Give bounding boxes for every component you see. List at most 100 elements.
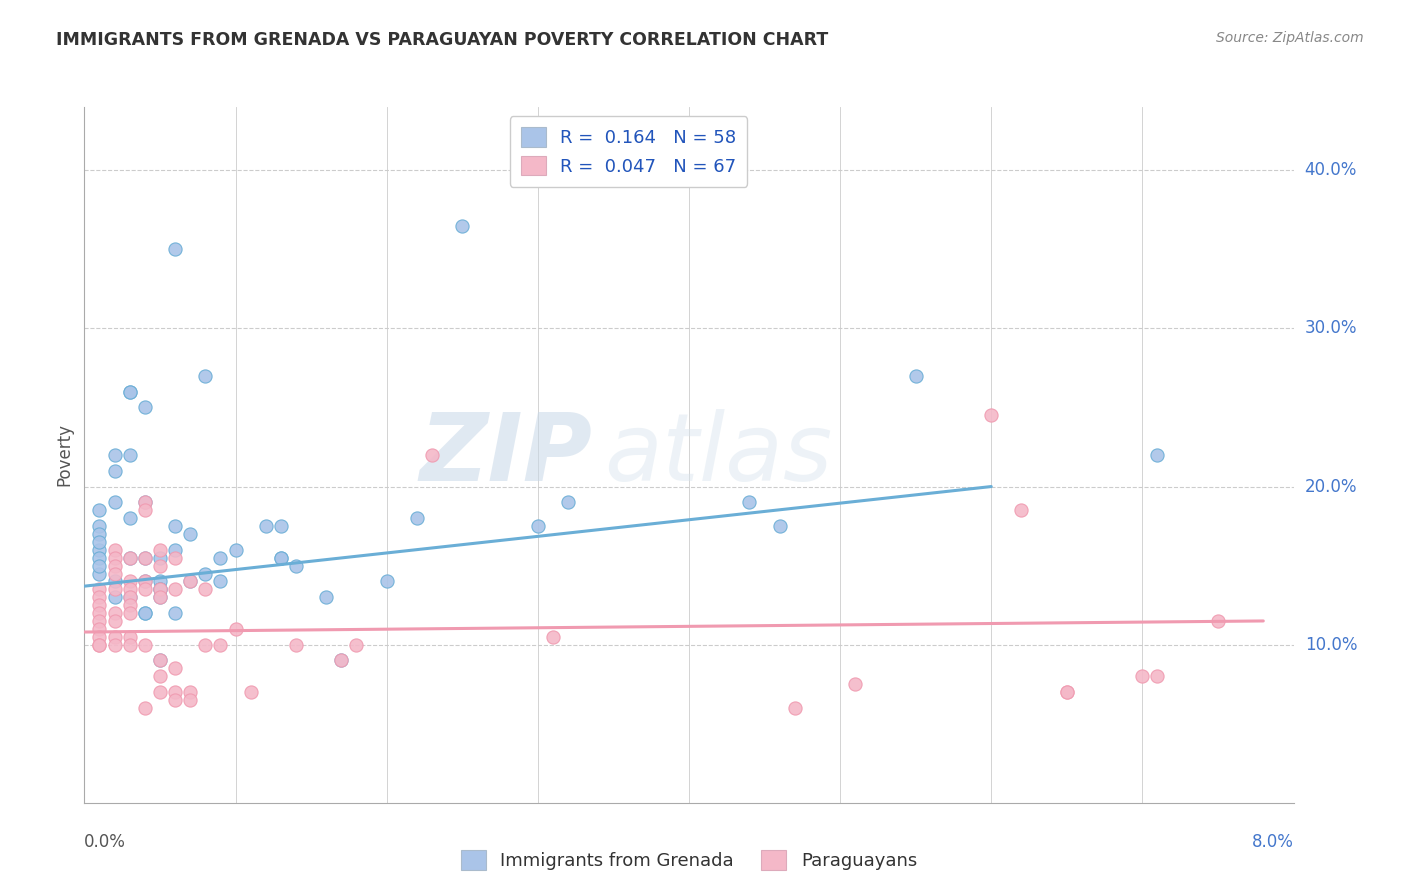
Point [118,606,141,620]
Point [738,495,761,509]
Point [134,606,156,620]
Text: 8.0%: 8.0% [1251,833,1294,851]
Point [1011,503,1033,517]
Point [118,448,141,462]
Point [89,527,111,541]
Point [1146,448,1168,462]
Point [194,566,217,581]
Text: ZIP: ZIP [419,409,592,501]
Point [541,630,564,644]
Point [1146,669,1168,683]
Point [149,653,172,667]
Point [134,550,156,565]
Text: 20.0%: 20.0% [1305,477,1357,496]
Y-axis label: Poverty: Poverty [55,424,73,486]
Point [104,638,127,652]
Point [165,685,187,699]
Point [557,495,579,509]
Point [270,550,292,565]
Point [118,591,141,605]
Point [118,591,141,605]
Point [239,685,262,699]
Point [346,638,368,652]
Text: 30.0%: 30.0% [1305,319,1357,337]
Point [89,519,111,533]
Point [89,630,111,644]
Point [104,614,127,628]
Point [134,495,156,509]
Point [104,574,127,589]
Point [89,582,111,597]
Point [194,582,217,597]
Point [134,574,156,589]
Point [118,384,141,399]
Point [165,661,187,675]
Point [104,606,127,620]
Point [179,527,201,541]
Point [149,669,172,683]
Text: Source: ZipAtlas.com: Source: ZipAtlas.com [1216,31,1364,45]
Point [118,598,141,612]
Point [149,574,172,589]
Point [330,653,353,667]
Point [134,582,156,597]
Point [118,582,141,597]
Point [89,550,111,565]
Point [104,550,127,565]
Point [254,519,277,533]
Point [104,591,127,605]
Point [165,693,187,707]
Point [89,503,111,517]
Point [149,591,172,605]
Point [89,638,111,652]
Point [104,582,127,597]
Point [104,495,127,509]
Point [165,550,187,565]
Text: 0.0%: 0.0% [84,833,127,851]
Point [149,582,172,597]
Text: IMMIGRANTS FROM GRENADA VS PARAGUAYAN POVERTY CORRELATION CHART: IMMIGRANTS FROM GRENADA VS PARAGUAYAN PO… [56,31,828,49]
Point [118,638,141,652]
Point [209,638,232,652]
Point [89,542,111,557]
Point [149,685,172,699]
Point [89,638,111,652]
Point [149,582,172,597]
Text: 10.0%: 10.0% [1305,636,1357,654]
Point [134,550,156,565]
Point [783,701,806,715]
Point [149,591,172,605]
Point [330,653,353,667]
Point [165,519,187,533]
Point [375,574,398,589]
Point [89,534,111,549]
Point [134,606,156,620]
Point [149,550,172,565]
Point [149,558,172,573]
Point [225,542,247,557]
Point [89,614,111,628]
Point [420,448,443,462]
Point [149,582,172,597]
Point [165,542,187,557]
Point [134,574,156,589]
Point [270,550,292,565]
Point [104,542,127,557]
Point [134,495,156,509]
Point [1056,685,1078,699]
Point [527,519,550,533]
Text: atlas: atlas [605,409,832,500]
Point [104,448,127,462]
Point [194,368,217,383]
Point [209,574,232,589]
Point [225,622,247,636]
Point [844,677,866,691]
Point [89,591,111,605]
Point [1206,614,1229,628]
Point [904,368,927,383]
Point [1132,669,1154,683]
Point [89,622,111,636]
Point [179,685,201,699]
Point [104,464,127,478]
Point [194,638,217,652]
